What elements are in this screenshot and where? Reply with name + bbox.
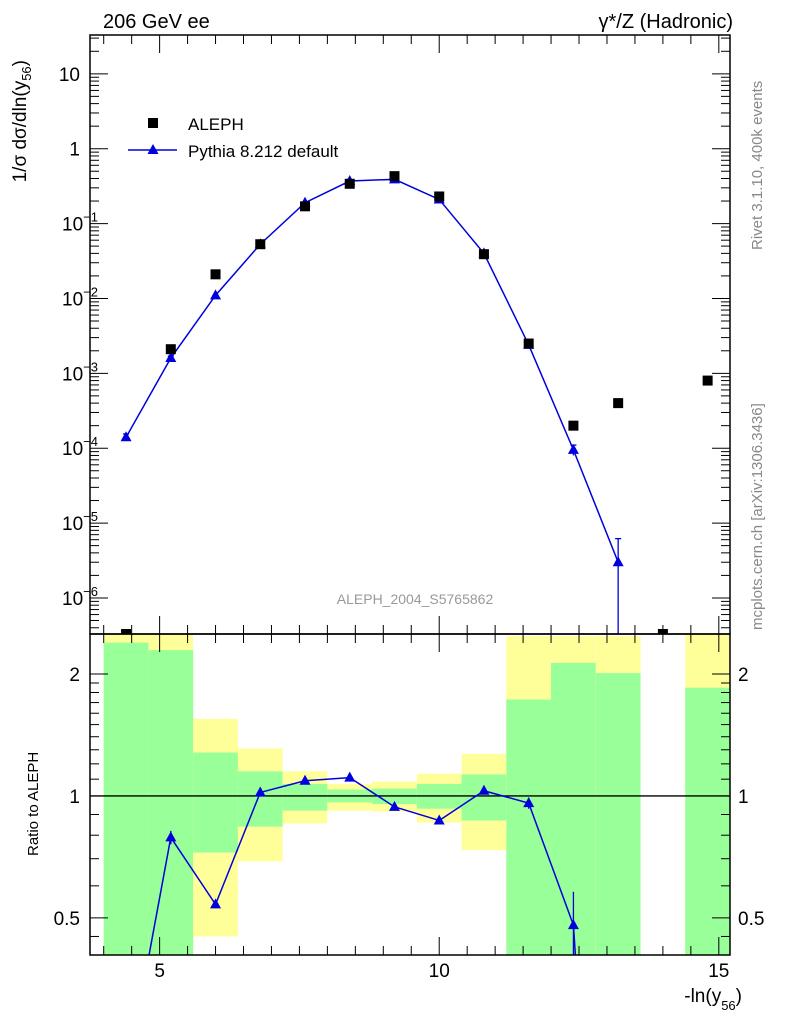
legend-marker-pythia (147, 144, 159, 154)
legend-label-pythia: Pythia 8.212 default (188, 142, 339, 161)
main-ytick-label: 10−1 (62, 210, 98, 236)
pythia-line (125, 178, 619, 563)
aleph-marker (478, 249, 489, 260)
ratio-marker (567, 919, 579, 930)
ratio-line-segment (304, 776, 350, 782)
aleph-marker (165, 344, 176, 355)
ratio-marker (210, 898, 222, 909)
band-inner-bin (461, 774, 507, 821)
aleph-marker (568, 420, 579, 431)
band-inner-bin (595, 673, 641, 955)
ratio-ytick-label-right: 0.5 (738, 909, 764, 930)
label-part: 56 (721, 998, 735, 1013)
label-part: ) (736, 986, 742, 1007)
ratio-ytick-label: 0.5 (54, 909, 80, 930)
ratio-ytick-label-right: 1 (738, 787, 749, 808)
ratio-frame (89, 633, 731, 956)
ratio-line-segment (349, 776, 395, 808)
ratio-line-segment (148, 837, 172, 956)
ratio-line-segment (260, 780, 306, 794)
legend-marker-aleph (148, 118, 158, 128)
aleph-marker (210, 269, 221, 280)
legend: ALEPH Pythia 8.212 default (128, 115, 339, 161)
label-part: 1/σ dσ/dln(y (10, 80, 31, 182)
main-frame (89, 34, 731, 635)
axes: 10 1 10−1 10−2 10−3 10−4 10−5 10−6 5 10 15 2 2 1 1 0.5 0… (54, 34, 764, 982)
aleph-marker (121, 629, 132, 634)
pythia-marker (612, 556, 624, 567)
ratio-line-segment (483, 790, 529, 804)
ratio-marker (433, 814, 445, 825)
mcplots-note: mcplots.cern.ch [arXiv:1306.3436] (749, 403, 766, 630)
ratio-marker (523, 797, 535, 808)
band-inner-bin (685, 687, 730, 955)
aleph-marker (702, 375, 713, 386)
pythia-marker (210, 289, 222, 300)
ratio-series (148, 771, 579, 956)
band-inner-bin (506, 699, 552, 955)
ratio-line-segment (394, 806, 440, 822)
aleph-marker (523, 338, 534, 349)
label-part: ) (10, 60, 31, 66)
pythia-marker (120, 431, 132, 442)
ratio-xtick-label: 10 (429, 961, 450, 982)
ratio-marker (478, 784, 490, 795)
band-inner-bin (148, 650, 194, 955)
main-ytick-label: 1 (69, 140, 80, 161)
header-left-title: 206 GeV ee (103, 11, 210, 33)
main-ytick-label: 10−6 (62, 584, 98, 610)
band-inner-bin (282, 784, 328, 811)
ratio-line-segment (170, 837, 217, 905)
ratio-line-segment (527, 802, 575, 926)
ratio-xtick-label: 5 (154, 961, 165, 982)
ratio-ylabel: Ratio to ALEPH (25, 752, 42, 856)
pythia-marker (567, 443, 579, 454)
band-inner-bin (103, 642, 149, 955)
main-ytick-label: 10−3 (62, 359, 98, 385)
label-part: 56 (19, 66, 34, 80)
ratio-xtick-label: 15 (708, 961, 729, 982)
main-ytick-label: 10 (59, 65, 80, 86)
ratio-bands (90, 634, 730, 955)
main-ylabel: 1/σ dσ/dln(y56) (10, 60, 34, 182)
ratio-marker (254, 786, 266, 797)
main-series (120, 171, 713, 634)
ratio-ytick-label: 2 (69, 665, 80, 686)
main-ytick-label: 10−4 (62, 434, 98, 460)
aleph-marker (344, 178, 355, 189)
ratio-marker (388, 800, 400, 811)
ratio-line-segment (214, 792, 261, 905)
header-right-title: γ*/Z (Hadronic) (599, 11, 733, 33)
main-ytick-label: 10−5 (62, 509, 98, 535)
aleph-marker (434, 191, 445, 202)
band-inner-bin (193, 752, 238, 853)
label-part: -ln(y (684, 986, 721, 1007)
aleph-marker (255, 239, 266, 250)
rivet-note: Rivet 3.1.10, 400k events (749, 81, 766, 250)
ratio-line-segment (438, 790, 485, 822)
aleph-marker (300, 201, 311, 212)
watermark: ALEPH_2004_S5765862 (337, 591, 494, 607)
ratio-marker (344, 771, 356, 782)
ratio-ytick-label-right: 2 (738, 665, 749, 686)
aleph-marker (613, 398, 624, 409)
band-inner-bin (237, 771, 283, 827)
aleph-marker (389, 171, 400, 182)
ratio-marker (299, 774, 311, 785)
ratio-marker (165, 831, 177, 842)
pythia-marker (165, 352, 177, 363)
main-ytick-label: 10−2 (62, 284, 98, 310)
ratio-ytick-label: 1 (69, 787, 80, 808)
ratio-xlabel: -ln(y56) (684, 986, 742, 1013)
legend-label-aleph: ALEPH (188, 115, 244, 134)
